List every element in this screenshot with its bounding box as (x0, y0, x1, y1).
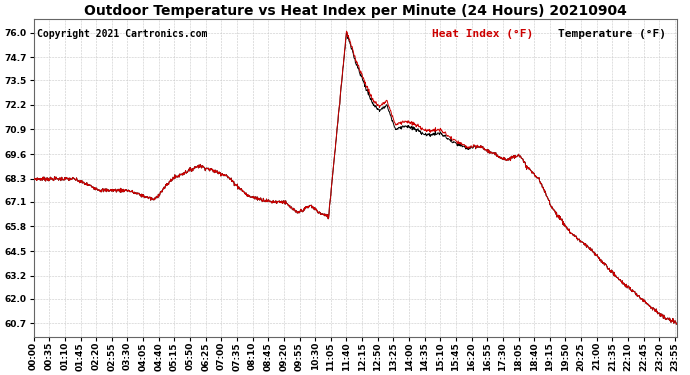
Title: Outdoor Temperature vs Heat Index per Minute (24 Hours) 20210904: Outdoor Temperature vs Heat Index per Mi… (83, 4, 627, 18)
Text: Heat Index (°F): Heat Index (°F) (433, 29, 533, 39)
Text: Temperature (°F): Temperature (°F) (558, 29, 666, 39)
Text: Copyright 2021 Cartronics.com: Copyright 2021 Cartronics.com (37, 29, 207, 39)
